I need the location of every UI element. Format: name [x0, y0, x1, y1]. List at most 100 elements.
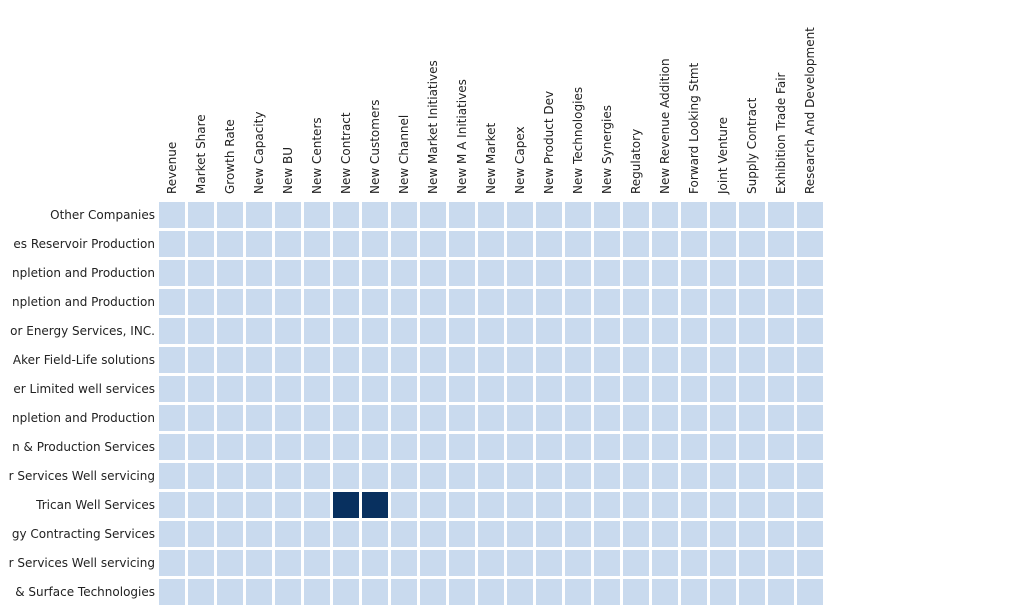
column-label-new-market: New Market [484, 122, 498, 194]
heatmap-cell [594, 550, 620, 576]
heatmap-cell [188, 492, 214, 518]
row-label: r Services Well servicing [9, 469, 155, 483]
heatmap-cell [449, 347, 475, 373]
heatmap-cell [565, 376, 591, 402]
heatmap-cell [739, 376, 765, 402]
heatmap-cell [333, 463, 359, 489]
heatmap-cell [797, 434, 823, 460]
row-label: npletion and Production [12, 411, 155, 425]
column-label-forward-looking-stmt: Forward Looking Stmt [687, 62, 701, 194]
heatmap-cell [507, 318, 533, 344]
heatmap-cell [565, 434, 591, 460]
heatmap-cell [768, 231, 794, 257]
heatmap-cell [739, 405, 765, 431]
heatmap-cell [797, 202, 823, 228]
heatmap-cell [710, 289, 736, 315]
heatmap-cell [217, 231, 243, 257]
heatmap-cell [217, 202, 243, 228]
heatmap-cell [797, 521, 823, 547]
heatmap-cell [304, 579, 330, 605]
heatmap-cell [449, 434, 475, 460]
heatmap-cell [246, 521, 272, 547]
heatmap-cell [246, 231, 272, 257]
heatmap-cell [681, 463, 707, 489]
heatmap-cell [681, 347, 707, 373]
heatmap-cell [710, 405, 736, 431]
heatmap-cell [420, 202, 446, 228]
heatmap-cell [275, 289, 301, 315]
row-label: es Reservoir Production [13, 237, 155, 251]
heatmap-cell [217, 376, 243, 402]
heatmap-cell [739, 318, 765, 344]
heatmap-cell [623, 318, 649, 344]
heatmap-cell [362, 434, 388, 460]
heatmap-cell [797, 231, 823, 257]
heatmap-cell [594, 405, 620, 431]
heatmap-cell [478, 231, 504, 257]
heatmap-cell [304, 289, 330, 315]
heatmap-cell [391, 492, 417, 518]
heatmap-cell [478, 260, 504, 286]
heatmap-cell [304, 405, 330, 431]
heatmap-cell [623, 260, 649, 286]
heatmap-cell [159, 347, 185, 373]
heatmap-cell [507, 434, 533, 460]
heatmap-cell [710, 231, 736, 257]
heatmap-cell [652, 347, 678, 373]
heatmap-cell [217, 405, 243, 431]
heatmap-cell [536, 463, 562, 489]
heatmap-cell [768, 260, 794, 286]
heatmap-cell [710, 260, 736, 286]
heatmap-cell [304, 347, 330, 373]
heatmap-cell [565, 318, 591, 344]
row-label: npletion and Production [12, 266, 155, 280]
heatmap-cell [449, 492, 475, 518]
heatmap-cell [478, 202, 504, 228]
heatmap-cell [246, 289, 272, 315]
heatmap-cell [594, 492, 620, 518]
heatmap-cell [333, 289, 359, 315]
heatmap-cell [391, 231, 417, 257]
heatmap-cell [478, 347, 504, 373]
heatmap-cell [594, 202, 620, 228]
heatmap-cell [333, 579, 359, 605]
heatmap-cell [536, 434, 562, 460]
heatmap-cell [275, 434, 301, 460]
column-label-joint-venture: Joint Venture [716, 117, 730, 195]
heatmap-cell [217, 463, 243, 489]
heatmap-cell [623, 202, 649, 228]
heatmap-cell [768, 376, 794, 402]
heatmap-cell [681, 521, 707, 547]
heatmap-cell [507, 521, 533, 547]
heatmap-cell [594, 434, 620, 460]
heatmap-cell [333, 405, 359, 431]
heatmap-cell [710, 318, 736, 344]
heatmap-cell [768, 463, 794, 489]
heatmap-cell [768, 492, 794, 518]
heatmap-cell [362, 202, 388, 228]
heatmap-cell [217, 318, 243, 344]
heatmap-cell [478, 550, 504, 576]
heatmap-cell [652, 492, 678, 518]
heatmap-cell [391, 376, 417, 402]
heatmap-cell [739, 492, 765, 518]
heatmap-cell [246, 492, 272, 518]
heatmap-cell [652, 405, 678, 431]
heatmap-cell [681, 202, 707, 228]
heatmap-cell [333, 376, 359, 402]
row-label: Other Companies [50, 208, 155, 222]
heatmap-cell [217, 434, 243, 460]
column-labels: Revenue Market Share Growth Rate New Capaci… [165, 27, 817, 195]
row-label: or Energy Services, INC. [10, 324, 155, 338]
heatmap-cell [594, 579, 620, 605]
heatmap-cell [478, 434, 504, 460]
heatmap-cell [275, 492, 301, 518]
heatmap-cell [623, 463, 649, 489]
heatmap-cell [739, 202, 765, 228]
row-label: Trican Well Services [35, 498, 155, 512]
heatmap-cell [449, 202, 475, 228]
heatmap-cell [565, 231, 591, 257]
heatmap-cell [304, 521, 330, 547]
heatmap-cell [420, 405, 446, 431]
heatmap-cell [594, 289, 620, 315]
